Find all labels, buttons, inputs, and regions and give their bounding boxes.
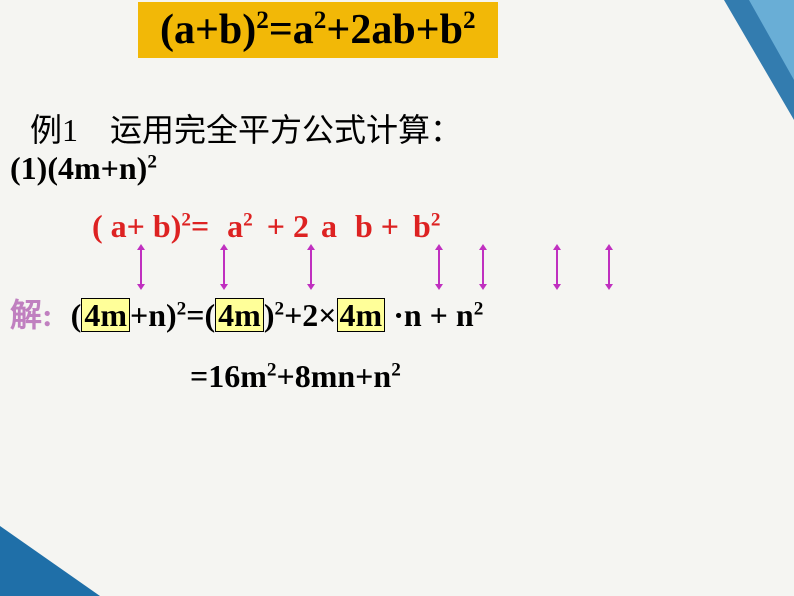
arrow (482, 248, 484, 286)
red-e1: 2 (181, 209, 191, 230)
red-p8: b (413, 208, 431, 244)
sol-p1: ( (71, 297, 82, 333)
title-formula: (a+b)2=a2+2ab+b2 (160, 7, 476, 53)
red-p3: = (191, 208, 209, 244)
result-p2: +8mn+n (276, 358, 391, 394)
solution-expr: (4m+n)2=(4m)2+2×4m ·n + n2 (61, 297, 484, 333)
red-e3: 2 (431, 209, 441, 230)
example-label: 例1 运用完全平方公式计算： (0, 105, 794, 151)
solution-line: 解: (4m+n)2=(4m)2+2×4m ·n + n2 (0, 290, 794, 336)
red-p7: b + (355, 208, 399, 244)
sol-p2: +n) (130, 297, 177, 333)
title-e1: 2 (256, 7, 269, 34)
corner-top-right (724, 0, 794, 120)
sol-hl2: 4m (215, 298, 264, 332)
slide: { "title": { "parts": { "p1": "(a+b)", "… (0, 0, 794, 596)
sol-e1: 2 (177, 298, 187, 319)
sol-e3: 2 (474, 298, 484, 319)
arrow (438, 248, 440, 286)
red-p1: ( a (92, 208, 127, 244)
problem-p1: (1)(4m+n) (10, 150, 147, 186)
problem-line: (1)(4m+n)2 (0, 150, 794, 187)
sol-p3: =( (186, 297, 215, 333)
sol-p5: +2× (284, 297, 336, 333)
arrow (140, 248, 142, 286)
red-formula: ( a+ b)2=a2+ 2ab +b2 (0, 208, 794, 245)
result-p1: =16m (190, 358, 267, 394)
sol-p6: ·n + n (385, 297, 474, 333)
arrow (608, 248, 610, 286)
title-p3: +2ab+b (326, 7, 463, 53)
title-e3: 2 (463, 7, 476, 34)
title-formula-box: (a+b)2=a2+2ab+b2 (138, 2, 498, 58)
problem-e1: 2 (147, 151, 157, 172)
solution-label: 解: (0, 297, 53, 333)
red-p5: + 2 (267, 208, 309, 244)
sol-e2: 2 (274, 298, 284, 319)
red-p2: + b) (127, 208, 182, 244)
arrow (310, 248, 312, 286)
red-p6: a (321, 208, 337, 244)
result-line: =16m2+8mn+n2 (0, 358, 794, 395)
title-p2: =a (269, 7, 314, 53)
red-e2: 2 (243, 209, 253, 230)
sol-hl3: 4m (337, 298, 386, 332)
sol-p4: ) (264, 297, 275, 333)
sol-hl1: 4m (81, 298, 130, 332)
arrow (223, 248, 225, 286)
red-p4: a (227, 208, 243, 244)
corner-bottom-left (0, 526, 100, 596)
title-p1: (a+b) (160, 7, 256, 53)
result-e2: 2 (391, 359, 401, 380)
arrow (556, 248, 558, 286)
title-e2: 2 (314, 7, 327, 34)
